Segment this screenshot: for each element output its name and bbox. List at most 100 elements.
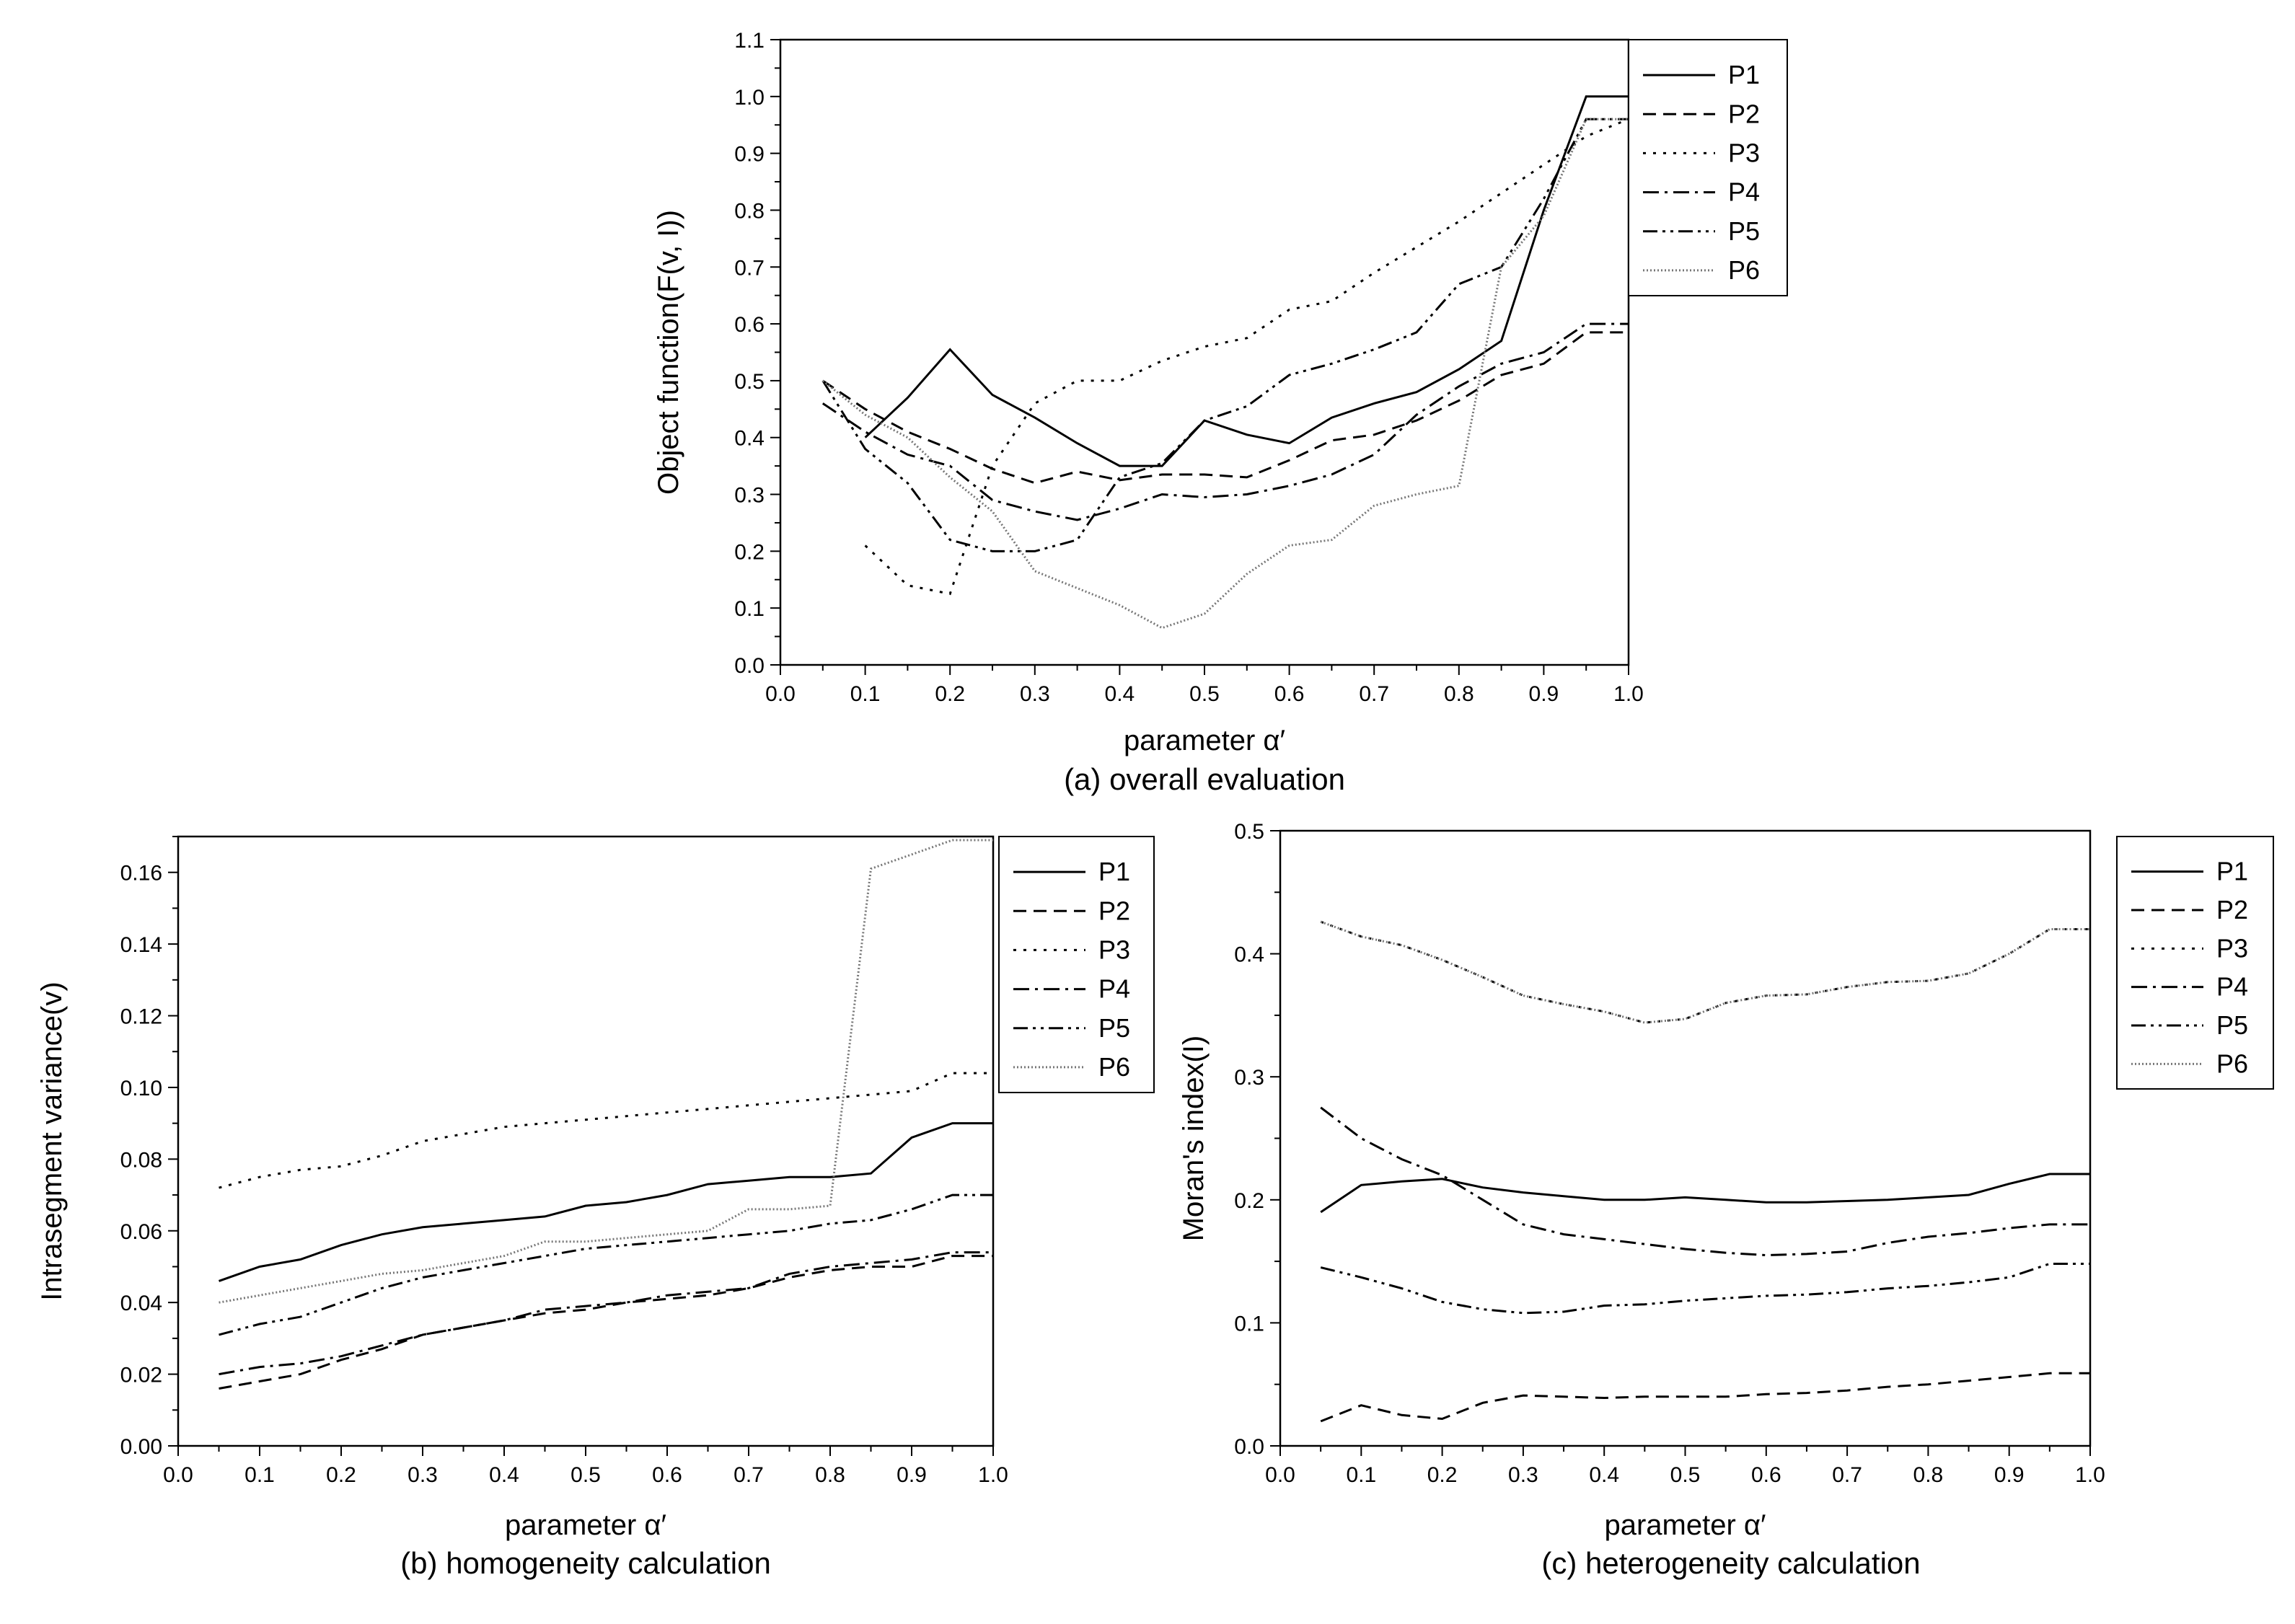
y-axis-label: Object function(F(v, I)) — [653, 210, 684, 495]
legend-label-p6: P6 — [1098, 1052, 1130, 1082]
y-tick-label: 0.00 — [120, 1435, 162, 1459]
legend-label-p3: P3 — [1728, 138, 1760, 167]
x-tick-label: 0.2 — [326, 1463, 356, 1487]
y-axis-label: Intrasegment variance(v) — [36, 981, 68, 1300]
series-line-p3 — [219, 1072, 993, 1189]
y-tick-label: 0.0 — [1234, 1435, 1264, 1459]
x-tick-label: 0.0 — [1265, 1463, 1295, 1487]
legend-label-p6: P6 — [1728, 255, 1760, 285]
x-tick-label: 0.7 — [734, 1463, 764, 1487]
x-tick-label: 0.2 — [1427, 1463, 1458, 1487]
x-tick-label: 0.3 — [1508, 1463, 1538, 1487]
y-tick-label: 0.12 — [120, 1005, 162, 1029]
legend-label-p2: P2 — [1728, 99, 1760, 128]
legend-label-p4: P4 — [1098, 974, 1130, 1004]
x-tick-label: 0.6 — [1751, 1463, 1781, 1487]
x-tick-label: 0.0 — [765, 682, 796, 706]
y-tick-label: 0.3 — [1234, 1066, 1264, 1090]
x-tick-label: 0.9 — [1994, 1463, 2025, 1487]
series-line-p1 — [219, 1122, 993, 1282]
legend: P1 P2 P3 P4 P5 P6 — [2116, 836, 2274, 1090]
y-tick-label: 0.7 — [734, 256, 765, 280]
x-tick-label: 0.5 — [1189, 682, 1220, 706]
x-tick-label: 1.0 — [2075, 1463, 2105, 1487]
y-tick-label: 0.02 — [120, 1364, 162, 1387]
x-tick-label: 0.9 — [1529, 682, 1559, 706]
legend-label-p2: P2 — [2216, 895, 2248, 924]
legend-label-p1: P1 — [2216, 857, 2248, 886]
x-tick-label: 0.8 — [815, 1463, 845, 1487]
series-line-p3 — [864, 118, 1629, 596]
series-line-p4 — [219, 1251, 993, 1376]
x-tick-label: 0.7 — [1359, 682, 1389, 706]
legend-label-p3: P3 — [2216, 933, 2248, 963]
series-line-p2 — [219, 1255, 993, 1390]
x-tick-label: 0.7 — [1832, 1463, 1862, 1487]
legend: P1 P2 P3 P4 P5 P6 — [1628, 39, 1788, 296]
y-tick-label: 0.5 — [1234, 820, 1264, 844]
x-tick-label: 0.2 — [935, 682, 965, 706]
legend-box — [1628, 39, 1788, 296]
chart-a: 0.0 0.1 0.2 0.3 0.4 0.5 0.6 0.7 0.8 0.9 1.0 0.0 0.1 0… — [653, 29, 1788, 796]
y-tick-label: 0.10 — [120, 1077, 162, 1100]
y-tick-label: 0.14 — [120, 933, 162, 957]
x-tick-label: 0.4 — [1105, 682, 1135, 706]
x-tick-label: 0.9 — [897, 1463, 927, 1487]
x-tick-label: 0.1 — [245, 1463, 275, 1487]
y-tick-label: 0.2 — [734, 540, 765, 564]
x-tick-label: 0.4 — [1589, 1463, 1619, 1487]
x-tick-label: 1.0 — [978, 1463, 1008, 1487]
x-tick-label: 0.8 — [1913, 1463, 1944, 1487]
legend-label-p1: P1 — [1728, 60, 1760, 89]
series-line-p5 — [1320, 1263, 2090, 1315]
y-tick-label: 1.1 — [734, 29, 765, 53]
x-tick-label: 0.3 — [1020, 682, 1050, 706]
x-tick-label: 0.5 — [571, 1463, 601, 1487]
figure-caption: (a) overall evaluation — [1064, 762, 1345, 796]
y-tick-label: 1.0 — [734, 86, 765, 110]
series-line-p4 — [821, 322, 1629, 521]
series-line-p1 — [864, 95, 1629, 467]
y-tick-label: 0.4 — [734, 427, 765, 451]
y-tick-label: 0.08 — [120, 1148, 162, 1172]
x-tick-label: 0.5 — [1670, 1463, 1701, 1487]
y-axis-label: Moran's index(I) — [1178, 1036, 1210, 1242]
legend-label-p1: P1 — [1098, 857, 1130, 886]
legend-label-p3: P3 — [1098, 935, 1130, 964]
y-tick-label: 0.04 — [120, 1292, 162, 1315]
x-tick-label: 1.0 — [1613, 682, 1644, 706]
legend-label-p4: P4 — [2216, 972, 2248, 1002]
y-tick-label: 0.0 — [734, 654, 765, 678]
y-tick-label: 0.2 — [1234, 1189, 1264, 1213]
legend-box — [2116, 836, 2274, 1090]
x-axis-label: parameter α′ — [505, 1509, 666, 1541]
figure-caption: (c) heterogeneity calculation — [1541, 1546, 1920, 1580]
series-line-p6 — [219, 839, 993, 1304]
x-axis-label: parameter α′ — [1124, 725, 1285, 756]
series-line-p5 — [219, 1193, 993, 1336]
figure-caption: (b) homogeneity calculation — [400, 1546, 771, 1580]
x-tick-label: 0.6 — [652, 1463, 682, 1487]
series-line-p1 — [1320, 1173, 2090, 1214]
chart-b: 0.0 0.1 0.2 0.3 0.4 0.5 0.6 0.7 0.8 0.9 1.0 0.00 0.0… — [36, 835, 1155, 1580]
series-line-p4 — [1320, 1106, 2090, 1257]
y-tick-label: 0.16 — [120, 862, 162, 886]
legend-label-p5: P5 — [1728, 216, 1760, 246]
y-tick-label: 0.3 — [734, 484, 765, 508]
y-tick-label: 0.4 — [1234, 943, 1264, 967]
x-tick-label: 0.4 — [489, 1463, 519, 1487]
legend: P1 P2 P3 P4 P5 P6 — [998, 836, 1155, 1093]
legend-label-p5: P5 — [2216, 1010, 2248, 1040]
y-tick-label: 0.6 — [734, 313, 765, 337]
legend-label-p6: P6 — [2216, 1049, 2248, 1078]
series-line-p2 — [1320, 1372, 2090, 1423]
x-tick-label: 0.1 — [1346, 1463, 1376, 1487]
series-line-p5 — [821, 118, 1629, 552]
y-tick-label: 0.06 — [120, 1220, 162, 1244]
x-tick-label: 0.3 — [408, 1463, 438, 1487]
legend-label-p5: P5 — [1098, 1013, 1130, 1043]
y-tick-label: 0.1 — [1234, 1312, 1264, 1336]
x-tick-label: 0.0 — [163, 1463, 193, 1487]
x-tick-label: 0.1 — [850, 682, 881, 706]
